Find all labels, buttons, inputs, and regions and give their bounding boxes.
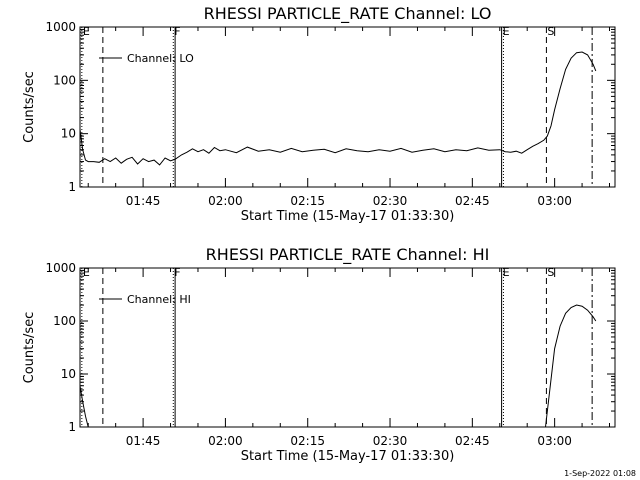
event-marker-label: F	[174, 266, 180, 279]
y-tick-label: 100	[53, 314, 76, 328]
plot-frame	[79, 26, 616, 188]
chart-title: RHESSI PARTICLE_RATE Channel: LO	[204, 4, 492, 24]
chart-title: RHESSI PARTICLE_RATE Channel: HI	[206, 245, 490, 265]
panel-hi: RHESSI PARTICLE_RATE Channel: HI 1 10 100 10…	[22, 245, 616, 464]
panel-lo: RHESSI PARTICLE_RATE Channel: LO 1 10 100 10…	[22, 4, 616, 224]
y-tick-label: 10	[61, 127, 76, 141]
y-tick-label: 1	[68, 420, 76, 434]
event-marker-label: E	[83, 25, 90, 38]
event-marker-label: S	[547, 25, 554, 38]
x-tick-label: 03:00	[537, 194, 572, 208]
event-marker-label: E	[503, 25, 510, 38]
y-tick-label: 1000	[45, 261, 76, 275]
plot-frame	[79, 267, 616, 428]
timestamp-label: 1-Sep-2022 01:08	[564, 469, 636, 478]
data-series-line	[79, 51, 597, 166]
x-axis-title: Start Time (15-May-17 01:33:30)	[241, 209, 455, 224]
x-tick-label: 03:00	[537, 434, 572, 448]
x-tick-label: 02:15	[290, 194, 325, 208]
y-tick-label: 1000	[45, 20, 76, 34]
data-series-line	[79, 385, 89, 428]
event-marker-label: E	[503, 266, 510, 279]
data-series-line	[545, 304, 597, 428]
x-tick-label: 02:30	[373, 434, 408, 448]
x-tick-label: 02:00	[208, 434, 243, 448]
y-tick-label: 10	[61, 367, 76, 381]
legend-label: Channel: LO	[127, 52, 194, 65]
y-tick-label: 100	[53, 73, 76, 87]
x-tick-label: 02:45	[455, 194, 490, 208]
event-marker-label: S	[547, 266, 554, 279]
x-tick-label: 02:00	[208, 194, 243, 208]
x-tick-label: 01:45	[126, 194, 161, 208]
x-tick-label: 02:15	[290, 434, 325, 448]
legend-label: Channel: HI	[127, 293, 191, 306]
y-axis-title: Counts/sec	[22, 312, 37, 384]
y-tick-label: 1	[68, 180, 76, 194]
x-tick-label: 01:45	[126, 434, 161, 448]
event-marker-label: F	[174, 25, 180, 38]
y-axis-title: Counts/sec	[22, 71, 37, 143]
event-marker-label: E	[83, 266, 90, 279]
x-axis-title: Start Time (15-May-17 01:33:30)	[241, 449, 455, 464]
x-tick-label: 02:45	[455, 434, 490, 448]
x-tick-label: 02:30	[373, 194, 408, 208]
